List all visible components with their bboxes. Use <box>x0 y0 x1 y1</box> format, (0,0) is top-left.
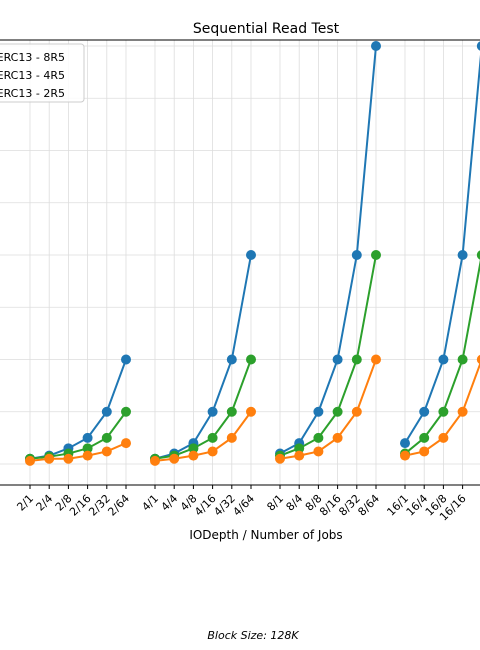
data-point-2 <box>150 455 160 466</box>
data-point-0 <box>419 406 430 417</box>
data-point-2 <box>25 455 35 466</box>
data-point-2 <box>169 453 180 464</box>
data-point-2 <box>332 432 343 443</box>
data-point-1 <box>371 250 381 260</box>
data-point-1 <box>438 406 449 417</box>
data-point-1 <box>419 432 430 443</box>
data-point-0 <box>371 41 381 51</box>
data-point-2 <box>207 446 218 457</box>
data-point-2 <box>351 406 362 417</box>
footnote: Block Size: 128K <box>207 629 299 642</box>
data-point-0 <box>438 354 449 365</box>
data-point-2 <box>121 438 131 449</box>
data-point-0 <box>226 354 237 365</box>
data-point-1 <box>476 250 480 260</box>
data-point-2 <box>63 453 74 464</box>
legend-entry-1: PERC13 - 4R5 <box>0 69 65 82</box>
data-point-0 <box>332 354 343 365</box>
x-axis-label: IODepth / Number of Jobs <box>189 528 342 542</box>
data-point-0 <box>400 438 410 449</box>
data-point-0 <box>101 406 112 417</box>
data-point-2 <box>400 450 410 461</box>
data-point-0 <box>476 41 480 51</box>
legend-entry-0: PERC13 - 8R5 <box>0 51 65 64</box>
data-point-2 <box>438 432 449 443</box>
data-point-0 <box>246 250 256 260</box>
data-point-2 <box>371 354 381 365</box>
data-point-0 <box>82 432 93 443</box>
data-point-1 <box>82 443 93 454</box>
data-point-1 <box>121 406 131 417</box>
series-points <box>25 41 480 466</box>
data-point-0 <box>351 250 362 260</box>
data-point-2 <box>457 406 468 417</box>
data-point-1 <box>457 354 468 365</box>
data-point-2 <box>294 450 305 461</box>
data-point-0 <box>121 354 131 365</box>
data-point-2 <box>419 446 430 457</box>
data-point-2 <box>44 453 55 464</box>
data-point-1 <box>246 354 256 365</box>
data-point-1 <box>207 432 218 443</box>
data-point-0 <box>457 250 468 260</box>
series-line-0 <box>404 54 480 444</box>
data-point-0 <box>207 406 218 417</box>
data-point-2 <box>246 406 256 417</box>
legend-entry-2: PERC13 - 2R5 <box>0 87 65 100</box>
data-point-1 <box>188 443 199 454</box>
data-point-1 <box>101 432 112 443</box>
data-point-2 <box>101 446 112 457</box>
data-point-0 <box>313 406 324 417</box>
legend-box <box>0 43 85 103</box>
legend: PERC13 - 8R5 PERC13 - 4R5 PERC13 - 2R5 <box>0 43 85 103</box>
data-point-1 <box>294 443 305 454</box>
data-point-1 <box>226 406 237 417</box>
data-point-1 <box>351 354 362 365</box>
data-point-2 <box>275 453 285 464</box>
data-point-2 <box>82 450 93 461</box>
data-point-1 <box>313 432 324 443</box>
data-point-1 <box>332 406 343 417</box>
data-point-2 <box>476 354 480 365</box>
data-point-2 <box>188 450 199 461</box>
data-point-2 <box>313 446 324 457</box>
chart-title: Sequential Read Test <box>193 21 340 37</box>
data-point-2 <box>226 432 237 443</box>
